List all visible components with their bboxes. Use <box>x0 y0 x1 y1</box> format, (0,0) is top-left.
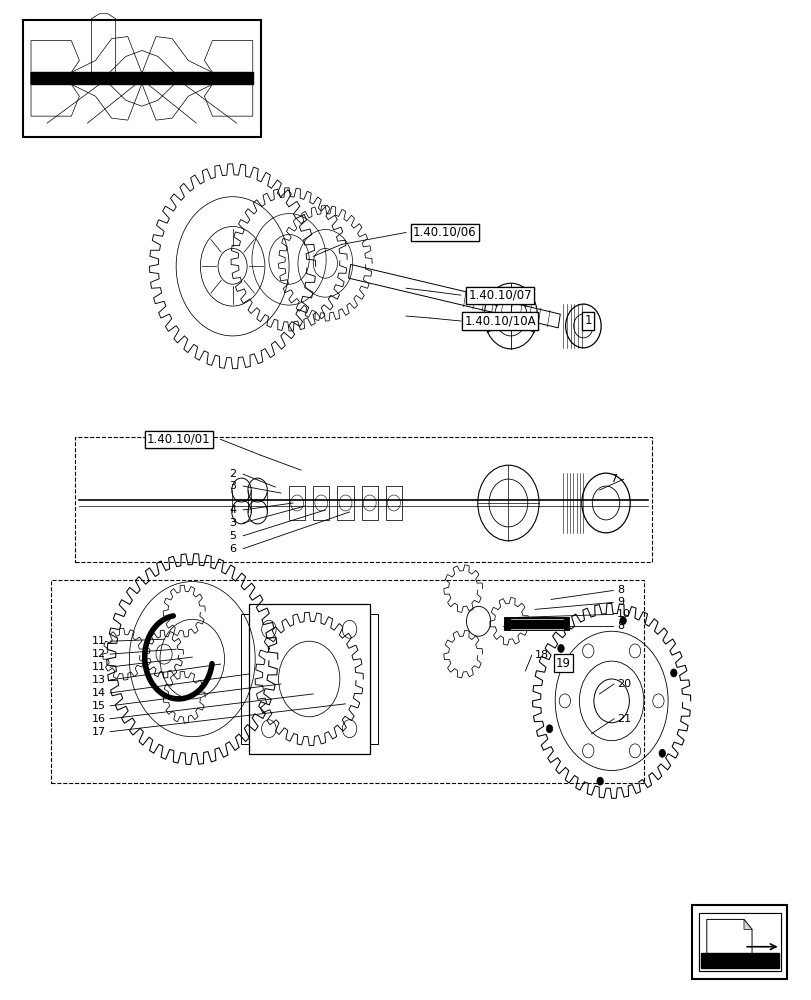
Text: 17: 17 <box>92 727 106 737</box>
Text: 1.40.10/10A: 1.40.10/10A <box>464 314 535 327</box>
Text: 1.40.10/07: 1.40.10/07 <box>468 289 531 302</box>
Text: 8: 8 <box>616 621 624 631</box>
Polygon shape <box>706 919 751 963</box>
Text: 16: 16 <box>92 714 106 724</box>
Text: 21: 21 <box>616 714 631 724</box>
Polygon shape <box>700 953 778 968</box>
Circle shape <box>670 669 676 677</box>
Bar <box>248 604 369 754</box>
Text: 11: 11 <box>92 662 106 672</box>
Text: 3: 3 <box>230 481 236 491</box>
Text: 9: 9 <box>616 597 624 607</box>
Circle shape <box>557 644 564 652</box>
Text: 7: 7 <box>609 474 616 484</box>
Bar <box>23 20 260 137</box>
Bar <box>51 580 643 783</box>
Bar <box>75 437 651 562</box>
Text: 1.40.10/10A: 1.40.10/10A <box>464 314 535 327</box>
Bar <box>337 486 353 520</box>
Text: 10: 10 <box>616 609 630 619</box>
Bar <box>369 614 377 744</box>
Text: 18: 18 <box>534 650 548 660</box>
Circle shape <box>619 617 625 625</box>
Bar <box>698 913 780 971</box>
Bar <box>692 905 787 979</box>
Text: 15: 15 <box>92 701 106 711</box>
Text: 20: 20 <box>616 679 631 689</box>
Text: 13: 13 <box>92 675 106 685</box>
Text: 2: 2 <box>230 469 236 479</box>
Bar <box>385 486 401 520</box>
Text: 12: 12 <box>92 649 106 659</box>
Text: 1: 1 <box>584 314 591 327</box>
Polygon shape <box>31 72 252 84</box>
Text: 1.40.10/01: 1.40.10/01 <box>147 433 210 446</box>
Text: 11: 11 <box>92 636 106 646</box>
Text: 1.40.10/06: 1.40.10/06 <box>412 226 476 239</box>
Text: 3: 3 <box>230 518 236 528</box>
Bar <box>289 486 305 520</box>
Circle shape <box>659 749 665 757</box>
Text: 1.40.10/01: 1.40.10/01 <box>147 433 210 446</box>
Polygon shape <box>698 913 780 971</box>
Text: 4: 4 <box>230 505 236 515</box>
Text: 19: 19 <box>555 657 570 670</box>
Text: 6: 6 <box>230 544 236 554</box>
Text: 1: 1 <box>584 314 591 327</box>
Text: 1.40.10/06: 1.40.10/06 <box>412 226 476 239</box>
Bar <box>361 486 377 520</box>
Circle shape <box>596 777 603 785</box>
Bar <box>240 614 248 744</box>
Polygon shape <box>743 919 751 929</box>
Text: 8: 8 <box>616 585 624 595</box>
Text: 5: 5 <box>230 531 236 541</box>
Bar <box>698 913 780 971</box>
Circle shape <box>546 725 552 733</box>
Bar <box>313 486 329 520</box>
Text: 1.40.10/07: 1.40.10/07 <box>468 289 531 302</box>
Text: 14: 14 <box>92 688 106 698</box>
